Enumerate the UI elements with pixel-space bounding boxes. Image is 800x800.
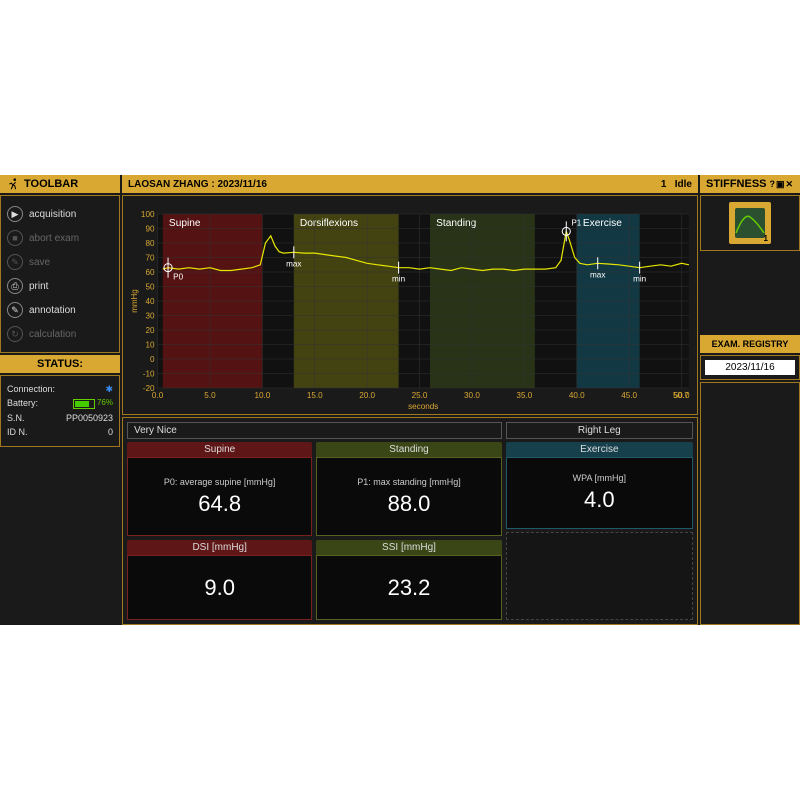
- toolbar-header: TOOLBAR: [0, 175, 120, 193]
- svg-text:90: 90: [145, 225, 155, 234]
- waveform-chart: SupineDorsiflexionsStandingExercise-20-1…: [125, 198, 695, 412]
- svg-text:80: 80: [145, 239, 155, 248]
- svg-text:100: 100: [141, 210, 155, 219]
- result-empty: [506, 532, 693, 621]
- svg-text:30.0: 30.0: [464, 391, 480, 400]
- stiffness-header-icons[interactable]: ?▣✕: [769, 179, 794, 190]
- status-battery: Battery: 76%: [7, 396, 113, 410]
- app-root: TOOLBAR ▶acquisition■abort exam✎save⎙pri…: [0, 175, 800, 625]
- chart-panel: SupineDorsiflexionsStandingExercise-20-1…: [122, 195, 698, 415]
- toolbar-calculation: ↻calculation: [5, 322, 115, 346]
- results-panel: Very Nice Supine P0: average supine [mmH…: [122, 417, 698, 625]
- result-dsi: DSI [mmHg] 9.0: [127, 540, 312, 620]
- results-side: Right Leg: [506, 422, 693, 439]
- svg-text:70: 70: [145, 254, 155, 263]
- patient-bar: LAOSAN ZHANG : 2023/11/16 1 Idle: [122, 175, 698, 193]
- svg-text:Supine: Supine: [169, 218, 201, 229]
- exam-registry-panel: 2023/11/16: [700, 355, 800, 380]
- svg-text:45.0: 45.0: [621, 391, 637, 400]
- battery-icon: [73, 399, 95, 409]
- stiffness-panel: 1: [700, 195, 800, 251]
- disk-icon: ✎: [7, 254, 23, 270]
- svg-text:50.7: 50.7: [673, 391, 689, 400]
- svg-text:25.0: 25.0: [412, 391, 428, 400]
- status-header: STATUS:: [0, 355, 120, 373]
- status-sn: S.N.PP0050923: [7, 411, 113, 425]
- stiffness-header: STIFFNESS ?▣✕: [700, 175, 800, 193]
- svg-text:Exercise: Exercise: [583, 218, 622, 229]
- exam-registry-header: EXAM. REGISTRY: [700, 335, 800, 353]
- toolbar-print[interactable]: ⎙print: [5, 274, 115, 298]
- svg-text:0: 0: [150, 355, 155, 364]
- stiffness-thumb[interactable]: 1: [729, 202, 771, 244]
- svg-text:10.0: 10.0: [254, 391, 270, 400]
- exam-registry-date[interactable]: 2023/11/16: [705, 360, 795, 375]
- left-column: TOOLBAR ▶acquisition■abort exam✎save⎙pri…: [0, 175, 120, 625]
- refresh-icon: ↻: [7, 326, 23, 342]
- toolbar-items: ▶acquisition■abort exam✎save⎙print✎annot…: [0, 195, 120, 353]
- svg-text:40: 40: [145, 297, 155, 306]
- svg-text:5.0: 5.0: [204, 391, 216, 400]
- svg-text:60: 60: [145, 268, 155, 277]
- right-column: STIFFNESS ?▣✕ 1 EXAM. REGISTRY 2023/11/1…: [700, 175, 800, 625]
- middle-column: LAOSAN ZHANG : 2023/11/16 1 Idle Supine D…: [120, 175, 700, 625]
- result-p1: Standing P1: max standing [mmHg] 88.0: [316, 442, 501, 536]
- svg-text:30: 30: [145, 312, 155, 321]
- bluetooth-icon: ✱: [105, 382, 113, 396]
- patient-name-date: LAOSAN ZHANG : 2023/11/16: [128, 179, 267, 190]
- svg-text:max: max: [286, 259, 301, 268]
- result-p0: Supine P0: average supine [mmHg] 64.8: [127, 442, 312, 536]
- svg-text:Standing: Standing: [436, 218, 476, 229]
- svg-text:35.0: 35.0: [516, 391, 532, 400]
- result-wpa: Exercise WPA [mmHg] 4.0: [506, 442, 693, 529]
- svg-text:20.0: 20.0: [359, 391, 375, 400]
- toolbar-save: ✎save: [5, 250, 115, 274]
- svg-text:0.0: 0.0: [152, 391, 164, 400]
- print-icon: ⎙: [7, 278, 23, 294]
- svg-text:min: min: [633, 275, 646, 284]
- svg-text:10: 10: [145, 341, 155, 350]
- pencil-icon: ✎: [7, 302, 23, 318]
- runner-icon: [6, 177, 20, 191]
- svg-text:P0: P0: [173, 273, 183, 282]
- status-connection: Connection: ✱: [7, 382, 113, 396]
- result-ssi: SSI [mmHg] 23.2: [316, 540, 501, 620]
- svg-text:20: 20: [145, 326, 155, 335]
- play-icon: ▶: [7, 206, 23, 222]
- stop-icon: ■: [7, 230, 23, 246]
- toolbar-abort-exam: ■abort exam: [5, 226, 115, 250]
- results-comment: Very Nice: [127, 422, 502, 439]
- toolbar-annotation[interactable]: ✎annotation: [5, 298, 115, 322]
- toolbar-acquisition[interactable]: ▶acquisition: [5, 202, 115, 226]
- svg-text:P1: P1: [571, 218, 581, 227]
- svg-text:seconds: seconds: [408, 402, 438, 411]
- status-idn: ID N.0: [7, 425, 113, 439]
- svg-text:15.0: 15.0: [307, 391, 323, 400]
- svg-text:Dorsiflexions: Dorsiflexions: [300, 218, 358, 229]
- svg-text:50: 50: [145, 283, 155, 292]
- svg-text:40.0: 40.0: [569, 391, 585, 400]
- patient-channel-state: 1 Idle: [661, 179, 692, 190]
- status-panel: Connection: ✱ Battery: 76% S.N.PP0050923…: [0, 375, 120, 447]
- svg-text:-10: -10: [143, 370, 155, 379]
- svg-text:mmHg: mmHg: [130, 289, 139, 313]
- svg-text:min: min: [392, 275, 405, 284]
- svg-text:max: max: [590, 270, 605, 279]
